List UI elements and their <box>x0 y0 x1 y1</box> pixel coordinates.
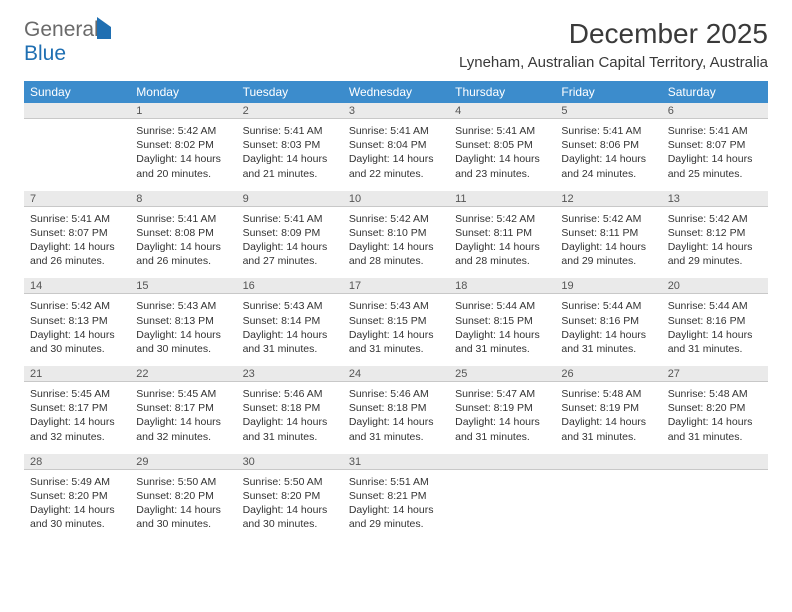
day-details: Sunrise: 5:50 AMSunset: 8:20 PMDaylight:… <box>130 472 236 540</box>
day-number: 4 <box>449 103 555 119</box>
weekday-header: Saturday <box>662 81 768 103</box>
day-number: 20 <box>662 278 768 294</box>
day-details: Sunrise: 5:43 AMSunset: 8:14 PMDaylight:… <box>237 296 343 364</box>
day-number-empty <box>555 454 661 470</box>
day-details: Sunrise: 5:46 AMSunset: 8:18 PMDaylight:… <box>237 384 343 452</box>
day-number: 1 <box>130 103 236 119</box>
day-number: 26 <box>555 366 661 382</box>
day-details: Sunrise: 5:41 AMSunset: 8:04 PMDaylight:… <box>343 121 449 189</box>
day-details: Sunrise: 5:45 AMSunset: 8:17 PMDaylight:… <box>24 384 130 452</box>
day-details: Sunrise: 5:44 AMSunset: 8:15 PMDaylight:… <box>449 296 555 364</box>
day-details: Sunrise: 5:42 AMSunset: 8:12 PMDaylight:… <box>662 209 768 277</box>
day-details: Sunrise: 5:49 AMSunset: 8:20 PMDaylight:… <box>24 472 130 540</box>
day-number: 7 <box>24 191 130 207</box>
day-data-row: Sunrise: 5:42 AMSunset: 8:13 PMDaylight:… <box>24 295 768 365</box>
day-details: Sunrise: 5:45 AMSunset: 8:17 PMDaylight:… <box>130 384 236 452</box>
day-number: 13 <box>662 191 768 207</box>
day-number: 3 <box>343 103 449 119</box>
day-number: 30 <box>237 454 343 470</box>
day-number: 25 <box>449 366 555 382</box>
day-data-row: Sunrise: 5:41 AMSunset: 8:07 PMDaylight:… <box>24 208 768 278</box>
day-number: 15 <box>130 278 236 294</box>
day-number: 18 <box>449 278 555 294</box>
logo-triangle-icon <box>97 17 111 39</box>
day-number: 12 <box>555 191 661 207</box>
day-details: Sunrise: 5:41 AMSunset: 8:03 PMDaylight:… <box>237 121 343 189</box>
day-number: 17 <box>343 278 449 294</box>
weekday-header: Friday <box>555 81 661 103</box>
day-number: 5 <box>555 103 661 119</box>
day-details: Sunrise: 5:41 AMSunset: 8:07 PMDaylight:… <box>24 209 130 277</box>
day-details: Sunrise: 5:43 AMSunset: 8:15 PMDaylight:… <box>343 296 449 364</box>
day-number: 10 <box>343 191 449 207</box>
day-number-row: 14151617181920 <box>24 277 768 295</box>
day-number: 8 <box>130 191 236 207</box>
day-number-row: 78910111213 <box>24 190 768 208</box>
logo: General Blue <box>24 18 111 66</box>
day-number-row: 123456 <box>24 103 768 120</box>
day-details: Sunrise: 5:42 AMSunset: 8:11 PMDaylight:… <box>449 209 555 277</box>
day-details: Sunrise: 5:50 AMSunset: 8:20 PMDaylight:… <box>237 472 343 540</box>
header: General Blue December 2025 Lyneham, Aust… <box>24 18 768 71</box>
day-details: Sunrise: 5:41 AMSunset: 8:09 PMDaylight:… <box>237 209 343 277</box>
day-details: Sunrise: 5:51 AMSunset: 8:21 PMDaylight:… <box>343 472 449 540</box>
day-number: 29 <box>130 454 236 470</box>
day-number: 22 <box>130 366 236 382</box>
calendar-table: SundayMondayTuesdayWednesdayThursdayFrid… <box>24 81 768 541</box>
day-details: Sunrise: 5:44 AMSunset: 8:16 PMDaylight:… <box>555 296 661 364</box>
day-details: Sunrise: 5:41 AMSunset: 8:05 PMDaylight:… <box>449 121 555 189</box>
day-number: 11 <box>449 191 555 207</box>
day-number-empty <box>449 454 555 470</box>
day-details: Sunrise: 5:41 AMSunset: 8:06 PMDaylight:… <box>555 121 661 189</box>
day-number-empty <box>24 103 130 119</box>
logo-word-2: Blue <box>24 42 66 65</box>
day-number-row: 21222324252627 <box>24 365 768 383</box>
day-number: 6 <box>662 103 768 119</box>
page-title: December 2025 <box>459 18 768 50</box>
day-number: 2 <box>237 103 343 119</box>
day-number: 28 <box>24 454 130 470</box>
day-details: Sunrise: 5:48 AMSunset: 8:20 PMDaylight:… <box>662 384 768 452</box>
weekday-header: Monday <box>130 81 236 103</box>
weekday-header-row: SundayMondayTuesdayWednesdayThursdayFrid… <box>24 81 768 103</box>
day-number: 19 <box>555 278 661 294</box>
day-details: Sunrise: 5:42 AMSunset: 8:11 PMDaylight:… <box>555 209 661 277</box>
day-number: 31 <box>343 454 449 470</box>
day-data-row: Sunrise: 5:45 AMSunset: 8:17 PMDaylight:… <box>24 383 768 453</box>
day-details: Sunrise: 5:43 AMSunset: 8:13 PMDaylight:… <box>130 296 236 364</box>
day-details: Sunrise: 5:48 AMSunset: 8:19 PMDaylight:… <box>555 384 661 452</box>
day-number-row: 28293031 <box>24 453 768 471</box>
day-details: Sunrise: 5:41 AMSunset: 8:07 PMDaylight:… <box>662 121 768 189</box>
weekday-header: Sunday <box>24 81 130 103</box>
title-block: December 2025 Lyneham, Australian Capita… <box>459 18 768 71</box>
weekday-header: Wednesday <box>343 81 449 103</box>
day-number: 23 <box>237 366 343 382</box>
day-details: Sunrise: 5:44 AMSunset: 8:16 PMDaylight:… <box>662 296 768 364</box>
logo-word-1: General <box>24 18 99 41</box>
day-number: 9 <box>237 191 343 207</box>
day-number: 16 <box>237 278 343 294</box>
location-subtitle: Lyneham, Australian Capital Territory, A… <box>459 54 768 71</box>
day-details: Sunrise: 5:42 AMSunset: 8:10 PMDaylight:… <box>343 209 449 277</box>
day-number-empty <box>662 454 768 470</box>
day-number: 27 <box>662 366 768 382</box>
day-details: Sunrise: 5:47 AMSunset: 8:19 PMDaylight:… <box>449 384 555 452</box>
weekday-header: Tuesday <box>237 81 343 103</box>
day-details: Sunrise: 5:46 AMSunset: 8:18 PMDaylight:… <box>343 384 449 452</box>
weekday-header: Thursday <box>449 81 555 103</box>
day-data-row: Sunrise: 5:49 AMSunset: 8:20 PMDaylight:… <box>24 471 768 541</box>
day-number: 24 <box>343 366 449 382</box>
day-details: Sunrise: 5:42 AMSunset: 8:02 PMDaylight:… <box>130 121 236 189</box>
day-number: 14 <box>24 278 130 294</box>
day-data-row: Sunrise: 5:42 AMSunset: 8:02 PMDaylight:… <box>24 120 768 190</box>
day-number: 21 <box>24 366 130 382</box>
day-details: Sunrise: 5:42 AMSunset: 8:13 PMDaylight:… <box>24 296 130 364</box>
day-details: Sunrise: 5:41 AMSunset: 8:08 PMDaylight:… <box>130 209 236 277</box>
